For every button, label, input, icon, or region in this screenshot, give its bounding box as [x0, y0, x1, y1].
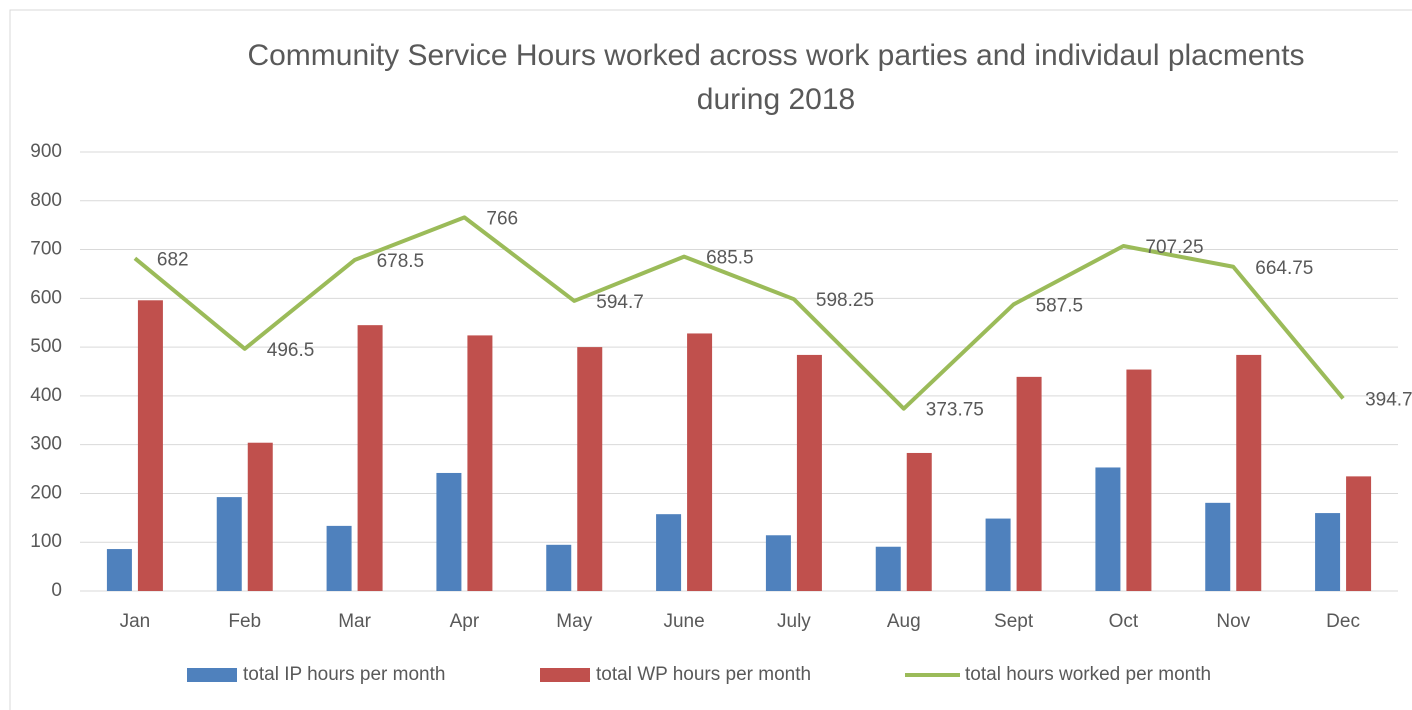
bar — [106, 549, 132, 591]
y-tick-label: 800 — [30, 190, 62, 211]
bar — [1205, 502, 1231, 591]
bar — [656, 514, 682, 591]
bar — [1095, 467, 1121, 591]
bar — [687, 333, 713, 591]
data-label: 587.5 — [1036, 295, 1084, 316]
bar — [1126, 369, 1152, 591]
bar — [546, 544, 572, 591]
bar — [216, 497, 242, 591]
x-tick-label: Dec — [1326, 611, 1360, 632]
data-label: 496.5 — [267, 340, 315, 361]
x-tick-label: Nov — [1216, 611, 1250, 632]
x-tick-label: Aug — [887, 611, 921, 632]
y-tick-label: 100 — [30, 531, 62, 552]
legend-swatch — [540, 668, 590, 682]
bar — [436, 472, 462, 591]
chart-title: Community Service Hours worked across wo… — [247, 39, 1305, 116]
chart-border — [9, 9, 1412, 710]
line — [133, 215, 1345, 411]
bar — [137, 300, 163, 591]
data-label: 373.75 — [926, 400, 984, 421]
y-tick-label: 700 — [30, 239, 62, 260]
y-tick-label: 500 — [30, 336, 62, 357]
data-label: 685.5 — [706, 248, 754, 269]
legend-label: total WP hours per month — [596, 664, 811, 685]
legend-label: total hours worked per month — [965, 664, 1211, 685]
y-tick-label: 600 — [30, 287, 62, 308]
x-tick-label: June — [663, 611, 704, 632]
bar — [765, 535, 791, 591]
bar — [467, 335, 493, 591]
bar — [796, 354, 822, 591]
bar — [577, 347, 603, 591]
bar — [1236, 354, 1262, 591]
data-label: 682 — [157, 249, 189, 270]
bar — [326, 525, 352, 591]
data-label: 394.75 — [1365, 389, 1412, 410]
y-tick-label: 200 — [30, 482, 62, 503]
x-tick-label: Sept — [994, 611, 1034, 632]
bar — [985, 518, 1011, 591]
bar — [357, 325, 383, 591]
y-tick-label: 900 — [30, 141, 62, 162]
bar — [247, 442, 273, 591]
bar — [906, 452, 932, 591]
x-tick-label: Jan — [120, 611, 151, 632]
x-tick-label: Oct — [1109, 611, 1139, 632]
data-label: 664.75 — [1255, 258, 1313, 279]
legend-swatch — [187, 668, 237, 682]
data-label: 594.7 — [596, 292, 644, 313]
bar — [1346, 476, 1372, 591]
bar — [1315, 513, 1341, 591]
x-tick-label: Apr — [450, 611, 480, 632]
bar — [875, 546, 901, 591]
y-tick-label: 400 — [30, 385, 62, 406]
x-tick-label: May — [556, 611, 592, 632]
x-tick-label: Feb — [228, 611, 261, 632]
bar — [1016, 376, 1042, 591]
data-label: 678.5 — [377, 251, 425, 272]
legend-label: total IP hours per month — [243, 664, 445, 685]
y-tick-label: 300 — [30, 434, 62, 455]
x-tick-label: July — [777, 611, 811, 632]
data-label: 598.25 — [816, 290, 874, 311]
x-tick-label: Mar — [338, 611, 371, 632]
data-label: 707.25 — [1145, 237, 1203, 258]
data-label: 766 — [486, 208, 518, 229]
y-tick-label: 0 — [51, 580, 62, 601]
